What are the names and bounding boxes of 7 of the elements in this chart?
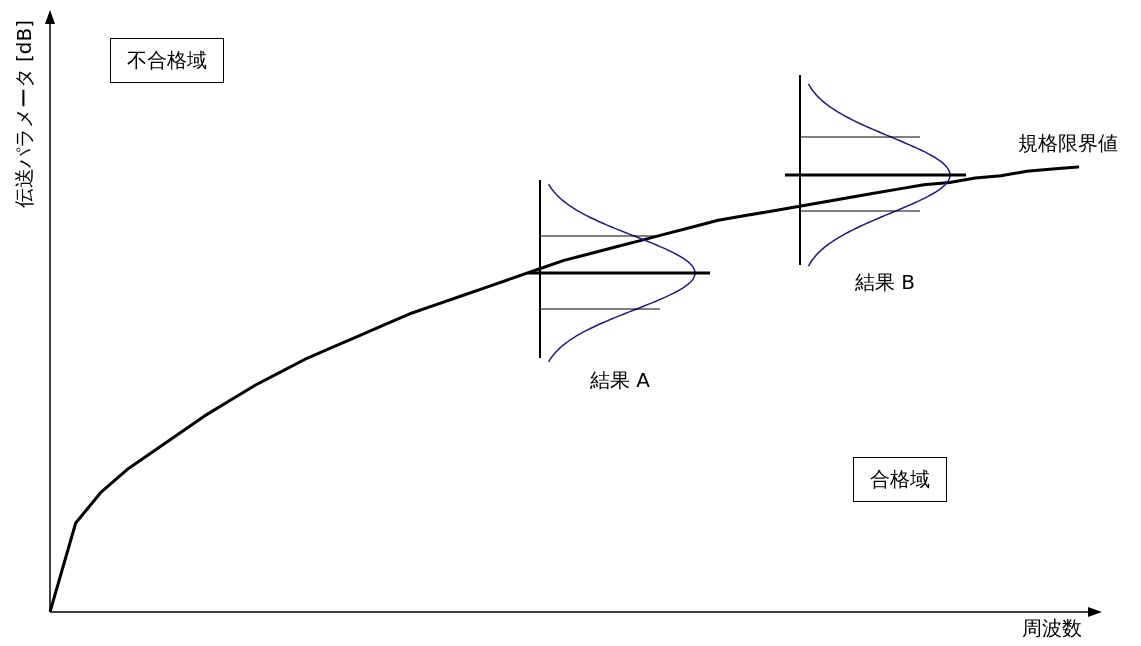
annotation: 結果 B [854, 268, 916, 296]
series-label: 規格限界値 [1018, 131, 1118, 156]
text: 不合格域 [110, 38, 224, 83]
x-axis-title: 周波数 [1022, 616, 1082, 641]
annotation: 結果 A [589, 366, 651, 394]
y-axis-title: 伝送パラメータ [dB] [12, 20, 37, 209]
annotation: 合格域 [853, 457, 947, 502]
